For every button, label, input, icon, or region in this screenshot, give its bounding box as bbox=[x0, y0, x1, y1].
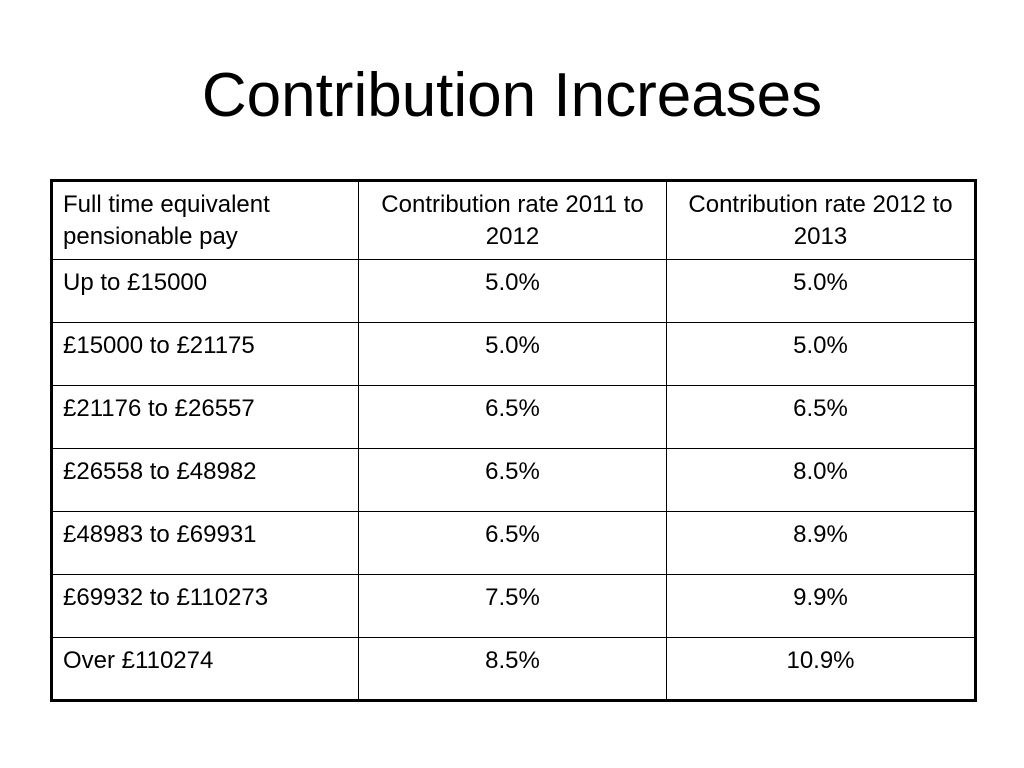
rate-2012-2013-cell: 8.0% bbox=[666, 448, 976, 512]
header-rate-2012-2013: Contribution rate 2012 to 2013 bbox=[666, 180, 976, 260]
header-pay-band: Full time equivalent pensionable pay bbox=[51, 180, 359, 260]
header-rate-2011-2012: Contribution rate 2011 to 2012 bbox=[358, 180, 667, 260]
table-row: Up to £15000 5.0% 5.0% bbox=[51, 259, 976, 323]
rate-2011-2012-cell: 7.5% bbox=[358, 574, 667, 638]
rate-2011-2012-cell: 6.5% bbox=[358, 448, 667, 512]
contribution-rate-table: Full time equivalent pensionable pay Con… bbox=[50, 179, 977, 702]
table-body: Up to £15000 5.0% 5.0% £15000 to £21175 … bbox=[51, 259, 976, 701]
pay-band-cell: £21176 to £26557 bbox=[51, 385, 359, 449]
table-header-row: Full time equivalent pensionable pay Con… bbox=[51, 180, 976, 260]
pay-band-cell: Up to £15000 bbox=[51, 259, 359, 323]
pay-band-cell: £26558 to £48982 bbox=[51, 448, 359, 512]
rate-2012-2013-cell: 10.9% bbox=[666, 637, 976, 701]
rate-2012-2013-cell: 5.0% bbox=[666, 259, 976, 323]
rate-2011-2012-cell: 6.5% bbox=[358, 385, 667, 449]
rate-2011-2012-cell: 5.0% bbox=[358, 322, 667, 386]
rate-2011-2012-cell: 5.0% bbox=[358, 259, 667, 323]
slide-title: Contribution Increases bbox=[201, 61, 823, 130]
table-header: Full time equivalent pensionable pay Con… bbox=[51, 180, 976, 260]
table-row: £69932 to £110273 7.5% 9.9% bbox=[51, 574, 976, 638]
rate-2012-2013-cell: 8.9% bbox=[666, 511, 976, 575]
pay-band-cell: Over £110274 bbox=[51, 637, 359, 701]
rate-2012-2013-cell: 6.5% bbox=[666, 385, 976, 449]
table-row: £48983 to £69931 6.5% 8.9% bbox=[51, 511, 976, 575]
pay-band-cell: £15000 to £21175 bbox=[51, 322, 359, 386]
rate-2011-2012-cell: 8.5% bbox=[358, 637, 667, 701]
table-row: £15000 to £21175 5.0% 5.0% bbox=[51, 322, 976, 386]
table-row: £26558 to £48982 6.5% 8.0% bbox=[51, 448, 976, 512]
pay-band-cell: £69932 to £110273 bbox=[51, 574, 359, 638]
table-row: £21176 to £26557 6.5% 6.5% bbox=[51, 385, 976, 449]
table-row: Over £110274 8.5% 10.9% bbox=[51, 637, 976, 701]
rate-2011-2012-cell: 6.5% bbox=[358, 511, 667, 575]
rate-2012-2013-cell: 5.0% bbox=[666, 322, 976, 386]
pay-band-cell: £48983 to £69931 bbox=[51, 511, 359, 575]
rate-2012-2013-cell: 9.9% bbox=[666, 574, 976, 638]
